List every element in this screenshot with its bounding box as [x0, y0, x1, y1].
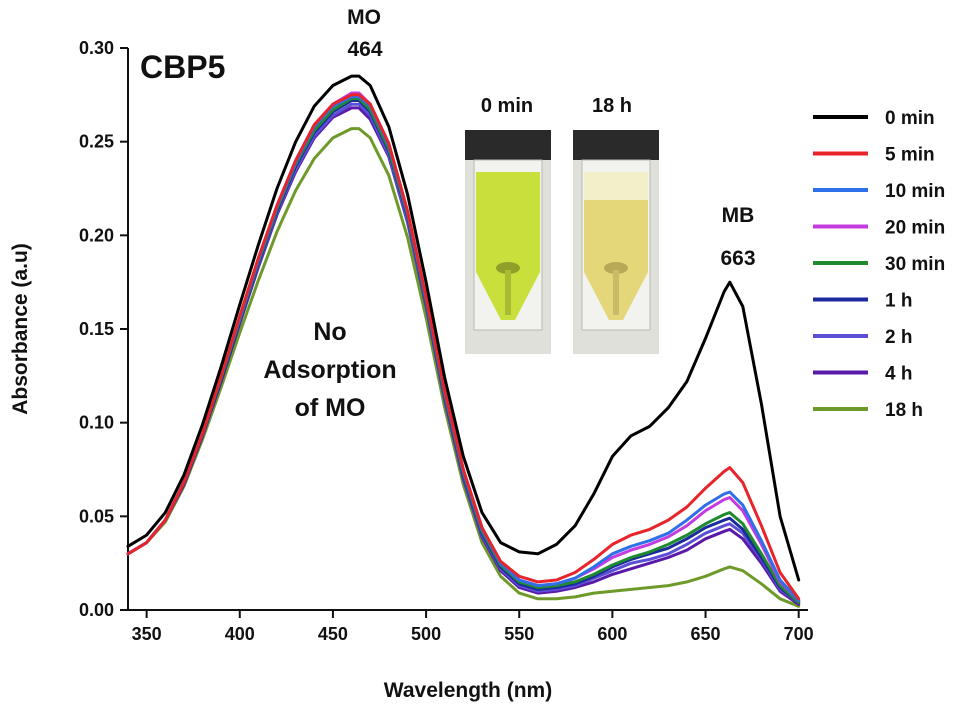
- x-tick-label: 450: [318, 624, 348, 644]
- legend-label: 30 min: [885, 254, 945, 275]
- legend-label: 10 min: [885, 181, 945, 202]
- legend-label: 20 min: [885, 218, 945, 239]
- no-adsorption-line1: No: [313, 318, 346, 346]
- y-tick-label: 0.10: [79, 413, 114, 433]
- legend-label: 4 h: [885, 364, 912, 385]
- legend-label: 1 h: [885, 291, 912, 312]
- x-tick-label: 350: [132, 624, 162, 644]
- x-axis-title: Wavelength (nm): [384, 679, 552, 702]
- no-adsorption-line2: Adsorption: [263, 356, 396, 384]
- mb-label: MB: [722, 204, 755, 227]
- x-tick-label: 650: [691, 624, 721, 644]
- x-tick-label: 550: [504, 624, 534, 644]
- vial-liquid-0min: [476, 172, 540, 320]
- no-adsorption-line3: of MO: [295, 394, 366, 422]
- series-lines: [126, 74, 801, 608]
- series-line-18-h: [126, 127, 801, 608]
- mb-peak-label: 663: [720, 247, 755, 270]
- x-tick-label: 400: [225, 624, 255, 644]
- x-tick-label: 600: [597, 624, 627, 644]
- y-tick-label: 0.00: [79, 600, 114, 620]
- y-tick-label: 0.05: [79, 506, 114, 526]
- y-tick-label: 0.20: [79, 225, 114, 245]
- x-tick-label: 700: [784, 624, 814, 644]
- y-tick-label: 0.30: [79, 38, 114, 58]
- y-tick-label: 0.15: [79, 319, 114, 339]
- legend-label: 0 min: [885, 108, 935, 129]
- inset-left-label: 0 min: [481, 95, 533, 117]
- vial-photo-0min: [465, 130, 551, 354]
- y-ticks: 0.00 0.05 0.10 0.15 0.20 0.25 0.30: [79, 38, 128, 620]
- x-tick-label: 500: [411, 624, 441, 644]
- legend-label: 5 min: [885, 145, 935, 166]
- y-axis-title: Absorbance (a.u): [9, 243, 32, 415]
- y-tick-label: 0.25: [79, 132, 114, 152]
- legend: 0 min 5 min 10 min 20 min 30 min 1 h 2 h 4 h 18 …: [813, 108, 945, 421]
- vial-photo-18h: [573, 130, 659, 354]
- series-line-0-min: [126, 74, 801, 582]
- legend-label: 2 h: [885, 327, 912, 348]
- series-line-5-min: [126, 93, 801, 601]
- inset-right-label: 18 h: [592, 95, 632, 117]
- x-ticks: 350 400 450 500 550 600 650 700: [132, 610, 814, 644]
- legend-label: 18 h: [885, 400, 923, 421]
- mo-peak-label: 464: [347, 38, 382, 61]
- vial-liquid-18h: [584, 200, 648, 320]
- mo-label: MO: [347, 6, 381, 29]
- inset-photos: 0 min 18 h: [465, 95, 659, 354]
- chart-title: CBP5: [140, 49, 225, 85]
